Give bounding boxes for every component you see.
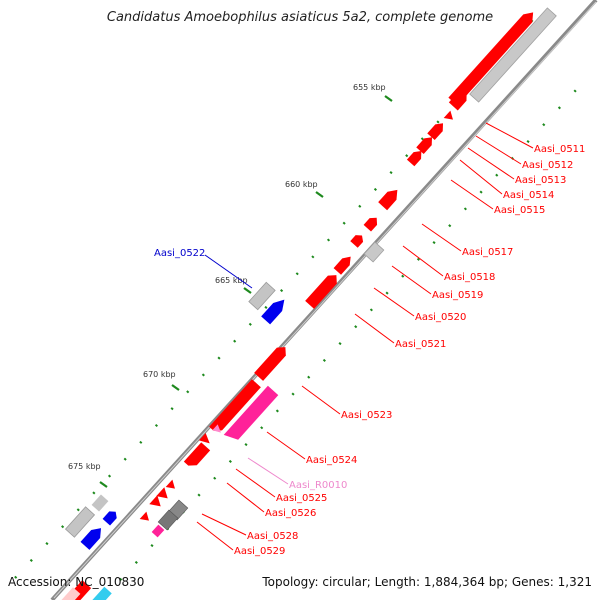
leader-aasi-0512 (475, 135, 522, 165)
gene-feature-dark-grey[interactable] (157, 509, 179, 531)
gene-label-aasi-0511[interactable]: Aasi_0511 (534, 144, 585, 155)
inner-dot-guide (119, 74, 591, 581)
topology-text: Topology: circular; Length: 1,884,364 bp… (262, 575, 592, 589)
gene-label-aasi-0515[interactable]: Aasi_0515 (494, 205, 545, 216)
gene-feature-aasi-0529[interactable] (151, 524, 165, 538)
tick-label-675: 675 kbp (68, 462, 101, 471)
gene-label-aasi-0521[interactable]: Aasi_0521 (395, 339, 446, 350)
inner-features (59, 7, 557, 600)
leader-aasi-0518 (402, 245, 444, 277)
gene-feature-aasi-0514[interactable] (427, 120, 446, 141)
leader-aasi-0513 (467, 147, 515, 180)
gene-feature-grey[interactable] (469, 7, 557, 103)
gene-label-aasi-0525[interactable]: Aasi_0525 (276, 493, 327, 504)
gene-feature-red[interactable] (209, 379, 261, 435)
gene-feature-aasi-0521[interactable] (305, 271, 341, 309)
leader-aasi-0519 (391, 265, 432, 295)
leader-aasi-0511 (485, 122, 534, 149)
gene-label-aasi-0519[interactable]: Aasi_0519 (432, 290, 483, 301)
genome-title: Candidatus Amoebophilus asiaticus 5a2, c… (106, 10, 494, 25)
gene-label-aasi-0513[interactable]: Aasi_0513 (515, 175, 566, 186)
tick-665 (243, 287, 252, 294)
leader-aasi-0526 (226, 482, 265, 513)
tick-670 (171, 384, 180, 391)
gene-feature-light-pink[interactable] (59, 587, 81, 600)
gene-feature-outer-grey[interactable] (91, 494, 109, 512)
tick-label-660: 660 kbp (285, 180, 318, 189)
gene-labels: Aasi_0511 Aasi_0512 Aasi_0513 Aasi_0514 … (154, 144, 585, 557)
gene-feature-aasi-r0010[interactable] (212, 424, 223, 435)
gene-label-aasi-0520[interactable]: Aasi_0520 (415, 312, 466, 323)
scale-tick-marks (99, 95, 393, 488)
leader-aasi-0514 (459, 159, 503, 195)
leader-aasi-0521 (354, 313, 395, 344)
scale-tick-labels: 655 kbp 660 kbp 665 kbp 670 kbp 675 kbp (68, 83, 386, 471)
gene-label-aasi-0526[interactable]: Aasi_0526 (265, 508, 316, 519)
gene-feature-aasi-0519[interactable] (363, 241, 385, 263)
gene-feature-aasi-0520[interactable] (333, 253, 355, 275)
gene-feature-outer-grey[interactable] (248, 281, 276, 311)
gene-feature-aasi-0528[interactable] (139, 511, 153, 525)
gene-label-aasi-0512[interactable]: Aasi_0512 (522, 160, 573, 171)
tick-label-665: 665 kbp (215, 276, 248, 285)
leader-aasi-r0010 (247, 457, 289, 485)
gene-feature-aasi-0524[interactable] (183, 442, 211, 469)
leader-aasi-0528 (201, 513, 247, 536)
gene-feature-aasi-0522[interactable] (261, 296, 289, 325)
gene-feature-aasi-0525[interactable] (165, 479, 179, 493)
gene-label-aasi-0522[interactable]: Aasi_0522 (154, 248, 205, 259)
gene-label-aasi-0529[interactable]: Aasi_0529 (234, 546, 285, 557)
gene-feature-aasi-0518[interactable] (363, 214, 381, 232)
gene-label-aasi-0514[interactable]: Aasi_0514 (503, 190, 554, 201)
backbone-highlight (53, 1, 597, 599)
leader-lines (196, 122, 534, 551)
gene-feature-aasi-0517[interactable] (378, 186, 402, 211)
gene-feature-aasi-0526[interactable] (156, 487, 171, 503)
gene-label-aasi-0523[interactable]: Aasi_0523 (341, 410, 392, 421)
leader-aasi-0525 (235, 468, 276, 498)
gene-feature-aasi-0511[interactable] (448, 8, 537, 106)
gene-label-aasi-0528[interactable]: Aasi_0528 (247, 531, 298, 542)
leader-aasi-0529 (196, 521, 234, 551)
gene-label-aasi-0518[interactable]: Aasi_0518 (444, 272, 495, 283)
outer-features (64, 281, 289, 550)
tick-label-655: 655 kbp (353, 83, 386, 92)
gene-label-aasi-0517[interactable]: Aasi_0517 (462, 247, 513, 258)
gene-feature-outer-blue[interactable] (80, 524, 106, 550)
leader-aasi-0515 (450, 179, 494, 210)
gene-feature-outer-blue[interactable] (102, 508, 120, 526)
gene-feature-aasi-0512[interactable] (448, 88, 471, 111)
gene-feature-red[interactable] (149, 495, 164, 511)
tick-675 (99, 481, 108, 488)
accession-text: Accession: NC_010830 (8, 575, 145, 589)
gene-feature-aasi-0513[interactable] (443, 110, 457, 124)
tick-660 (315, 191, 324, 198)
gene-label-aasi-0524[interactable]: Aasi_0524 (306, 455, 357, 466)
leader-aasi-0522 (204, 254, 253, 289)
tick-655 (384, 95, 393, 102)
leader-aasi-0523 (301, 385, 341, 415)
gene-feature-pink[interactable] (223, 385, 279, 444)
gene-label-aasi-r0010[interactable]: Aasi_R0010 (289, 480, 347, 491)
gene-feature-red[interactable] (406, 148, 425, 167)
genome-backbone (50, 0, 598, 600)
gene-feature-cyan[interactable] (88, 586, 112, 600)
gene-feature-outer-grey[interactable] (64, 506, 96, 538)
gene-feature-red[interactable] (198, 432, 213, 447)
tick-label-670: 670 kbp (143, 370, 176, 379)
leader-aasi-0520 (373, 287, 415, 317)
gene-feature-aasi-0515[interactable] (416, 134, 435, 155)
gene-feature-aasi-0523[interactable] (254, 343, 290, 381)
gene-feature-red[interactable] (350, 232, 365, 248)
leader-aasi-0517 (421, 223, 462, 252)
leader-aasi-0524 (266, 431, 306, 460)
